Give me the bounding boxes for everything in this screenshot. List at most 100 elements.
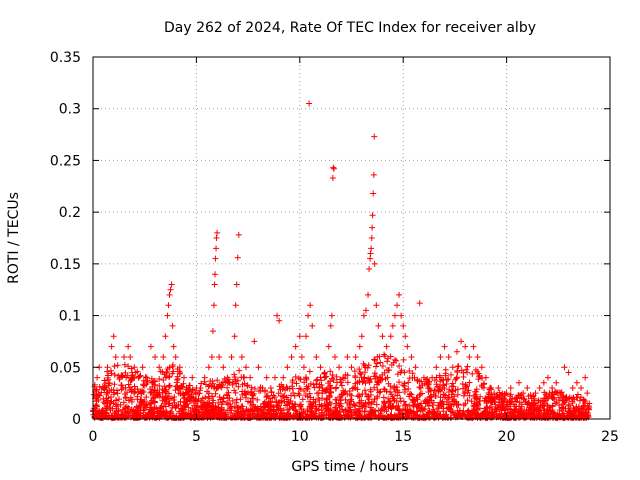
bulk-point	[319, 385, 326, 392]
bulk-point	[460, 408, 467, 415]
data-point	[429, 374, 436, 381]
bulk-point	[528, 400, 535, 407]
bulk-point	[438, 386, 445, 393]
data-point	[536, 384, 543, 391]
bulk-point	[169, 363, 176, 370]
data-point	[358, 333, 365, 340]
bulk-point	[283, 414, 290, 421]
bulk-point	[562, 397, 569, 404]
bulk-point	[445, 388, 452, 395]
bulk-point	[443, 381, 450, 388]
x-tick-label: 5	[192, 429, 201, 445]
bulk-point	[372, 363, 379, 370]
bulk-point	[180, 395, 187, 402]
data-point	[516, 379, 523, 386]
bulk-point	[325, 380, 332, 387]
bulk-point	[196, 390, 203, 397]
bulk-point	[289, 383, 296, 390]
data-point	[147, 343, 154, 350]
bulk-point	[172, 387, 179, 394]
bulk-point	[394, 392, 401, 399]
bulk-point	[352, 403, 359, 410]
bulk-point	[388, 391, 395, 398]
data-point	[135, 374, 142, 381]
bulk-point	[244, 383, 251, 390]
bulk-point	[180, 406, 187, 413]
bulk-point	[232, 378, 239, 385]
bulk-point	[376, 353, 383, 360]
bulk-point	[254, 396, 261, 403]
data-point	[370, 171, 377, 178]
bulk-point	[137, 404, 144, 411]
data-point	[267, 384, 274, 391]
data-point	[371, 133, 378, 140]
bulk-point	[142, 411, 149, 418]
bulk-point	[248, 395, 255, 402]
bulk-point	[381, 351, 388, 358]
y-tick-label: 0.3	[59, 102, 81, 118]
bulk-point	[565, 403, 572, 410]
data-point	[205, 364, 212, 371]
data-point	[328, 312, 335, 319]
bulk-point	[429, 402, 436, 409]
bulk-point	[406, 402, 413, 409]
axis-ticks	[92, 56, 611, 420]
bulk-point	[356, 366, 363, 373]
data-point	[167, 286, 174, 293]
bulk-point	[255, 388, 262, 395]
data-point	[156, 364, 163, 371]
bulk-point	[170, 414, 177, 421]
data-point	[247, 374, 254, 381]
data-point	[160, 353, 167, 360]
data-point	[238, 353, 245, 360]
data-point	[131, 364, 138, 371]
data-point	[255, 364, 262, 371]
bulk-point	[275, 390, 282, 397]
data-point	[152, 353, 159, 360]
bulk-point	[500, 399, 507, 406]
bulk-point	[122, 404, 129, 411]
data-point	[235, 231, 242, 238]
bulk-point	[240, 374, 247, 381]
bulk-point	[377, 359, 384, 366]
bulk-point	[522, 399, 529, 406]
data-point	[104, 364, 111, 371]
bulk-point	[293, 380, 300, 387]
bulk-point	[189, 387, 196, 394]
bulk-point	[345, 408, 352, 415]
bulk-point	[435, 405, 442, 412]
bulk-point	[190, 407, 197, 414]
bulk-point	[127, 394, 134, 401]
data-point	[356, 343, 363, 350]
bulk-point	[374, 379, 381, 386]
data-point	[336, 364, 343, 371]
bulk-point	[140, 406, 147, 413]
data-point	[544, 374, 551, 381]
bulk-point	[447, 408, 454, 415]
data-point	[487, 384, 494, 391]
bulk-point	[134, 393, 141, 400]
data-point	[243, 364, 250, 371]
data-point	[365, 291, 372, 298]
bulk-point	[181, 403, 188, 410]
bulk-point	[402, 386, 409, 393]
plot-frame	[92, 56, 611, 420]
bulk-point	[426, 400, 433, 407]
bulk-point	[416, 392, 423, 399]
bulk-point	[518, 401, 525, 408]
bulk-point	[352, 374, 359, 381]
bulk-point	[281, 393, 288, 400]
bulk-point	[166, 382, 173, 389]
bulk-point	[306, 368, 313, 375]
data-point	[172, 353, 179, 360]
bulk-point	[302, 392, 309, 399]
bulk-point	[400, 398, 407, 405]
bulk-point	[143, 402, 150, 409]
bulk-point	[371, 396, 378, 403]
data-point	[284, 364, 291, 371]
data-point	[259, 384, 266, 391]
bulk-point	[448, 383, 455, 390]
data-point	[586, 400, 593, 407]
data-point	[373, 302, 380, 309]
